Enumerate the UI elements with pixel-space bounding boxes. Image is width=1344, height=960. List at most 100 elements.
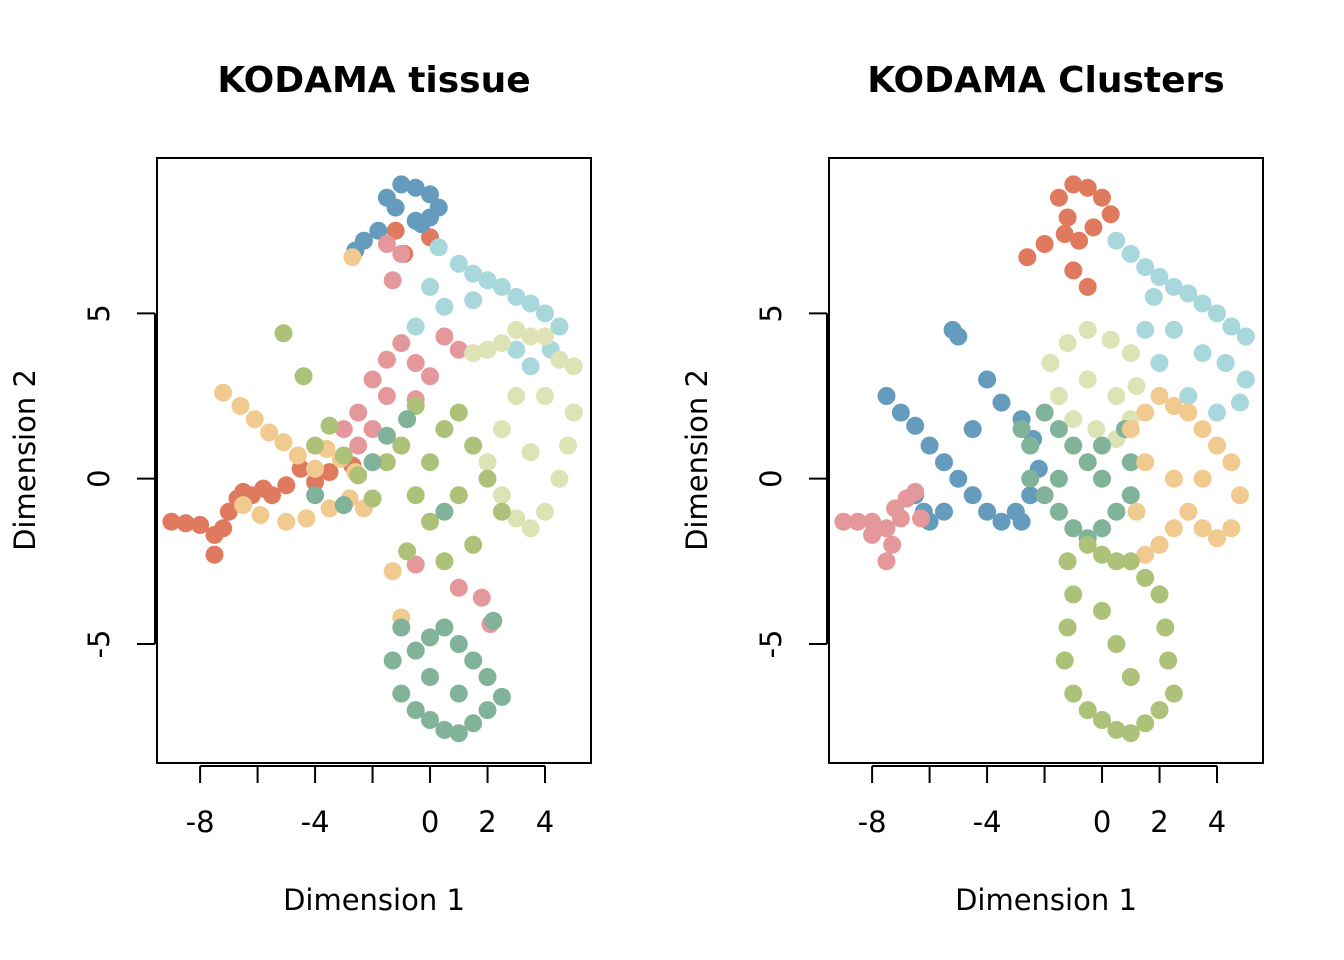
data-point bbox=[1093, 545, 1111, 564]
data-point bbox=[949, 469, 968, 488]
data-point bbox=[1150, 701, 1169, 720]
x-tick-label: 0 bbox=[421, 805, 439, 839]
data-point bbox=[1012, 420, 1031, 439]
data-point bbox=[1078, 178, 1097, 197]
y-tick-label: -5 bbox=[82, 630, 116, 659]
data-point bbox=[306, 436, 325, 455]
data-point bbox=[449, 724, 468, 743]
data-point bbox=[406, 486, 425, 505]
data-point bbox=[306, 473, 325, 491]
data-point bbox=[478, 469, 497, 488]
data-point bbox=[1058, 552, 1077, 571]
data-point bbox=[1222, 519, 1241, 538]
data-point bbox=[1078, 701, 1097, 720]
data-point bbox=[274, 433, 293, 452]
points-layer bbox=[834, 175, 1255, 743]
data-point bbox=[1121, 486, 1140, 505]
data-point bbox=[349, 403, 368, 422]
data-point bbox=[1222, 453, 1241, 472]
x-tick-label: -8 bbox=[858, 805, 887, 839]
data-point bbox=[1018, 248, 1037, 267]
data-point bbox=[1193, 469, 1212, 488]
data-point bbox=[1064, 585, 1083, 604]
data-point bbox=[421, 711, 439, 729]
y-tick-label: 0 bbox=[754, 469, 788, 487]
data-point bbox=[1078, 320, 1097, 339]
data-point bbox=[1064, 175, 1083, 194]
data-point bbox=[877, 519, 896, 538]
data-point bbox=[1179, 403, 1198, 422]
series-tan bbox=[1121, 387, 1249, 564]
data-point bbox=[1136, 568, 1155, 587]
y-tick-label: 5 bbox=[82, 304, 116, 322]
data-point bbox=[1107, 231, 1126, 250]
data-point bbox=[1179, 284, 1198, 303]
data-point bbox=[288, 446, 307, 465]
data-point bbox=[1055, 651, 1074, 670]
data-point bbox=[834, 512, 853, 531]
data-point bbox=[906, 482, 925, 501]
data-point bbox=[1107, 502, 1126, 521]
data-point bbox=[263, 486, 281, 505]
x-axis: -8 -4 0 2 4 bbox=[186, 765, 554, 839]
chart-title: KODAMA tissue bbox=[217, 60, 530, 101]
data-point bbox=[1101, 205, 1120, 224]
x-tick-label: -4 bbox=[973, 805, 1002, 839]
x-tick-label: 4 bbox=[536, 805, 554, 839]
data-point bbox=[435, 420, 454, 439]
data-point bbox=[492, 502, 511, 521]
data-point bbox=[234, 496, 253, 515]
data-point bbox=[231, 397, 250, 415]
data-point bbox=[1121, 552, 1140, 571]
data-point bbox=[464, 535, 483, 554]
data-point bbox=[251, 506, 270, 524]
data-point bbox=[377, 350, 396, 369]
data-point bbox=[343, 248, 362, 267]
series-cyan bbox=[1107, 231, 1255, 422]
data-point bbox=[863, 512, 882, 531]
series-cyan bbox=[406, 238, 569, 376]
data-point bbox=[334, 446, 353, 465]
data-point bbox=[435, 327, 454, 346]
data-point bbox=[1193, 344, 1212, 363]
data-point bbox=[1058, 334, 1077, 353]
data-point bbox=[1231, 393, 1249, 412]
data-point bbox=[891, 403, 910, 422]
data-point bbox=[392, 618, 411, 637]
data-point bbox=[363, 370, 382, 389]
data-point bbox=[406, 354, 425, 372]
data-point bbox=[464, 436, 483, 455]
data-point bbox=[1021, 436, 1040, 455]
data-point bbox=[406, 317, 425, 336]
data-point bbox=[1107, 387, 1126, 405]
data-point bbox=[492, 420, 511, 439]
data-point bbox=[992, 512, 1011, 531]
y-tick-label: 5 bbox=[754, 304, 788, 322]
data-point bbox=[369, 221, 388, 240]
data-point bbox=[421, 367, 439, 386]
data-point bbox=[1087, 420, 1106, 439]
x-tick-label: -8 bbox=[186, 805, 215, 839]
data-point bbox=[449, 403, 468, 422]
data-point bbox=[1121, 244, 1140, 263]
data-point bbox=[1107, 552, 1126, 571]
data-point bbox=[1150, 387, 1169, 405]
data-point bbox=[1064, 410, 1083, 429]
data-point bbox=[536, 502, 554, 521]
series-red bbox=[1018, 175, 1120, 296]
x-axis-label: Dimension 1 bbox=[283, 883, 465, 917]
data-point bbox=[1231, 486, 1249, 505]
data-point bbox=[478, 340, 497, 359]
data-point bbox=[435, 720, 454, 739]
data-point bbox=[978, 502, 997, 521]
data-point bbox=[1101, 330, 1120, 349]
data-point bbox=[320, 416, 339, 435]
series-cream bbox=[1041, 320, 1146, 448]
data-point bbox=[1021, 486, 1040, 505]
x-axis-label: Dimension 1 bbox=[955, 883, 1137, 917]
data-point bbox=[478, 668, 497, 686]
points-layer bbox=[162, 175, 583, 743]
data-point bbox=[1093, 711, 1111, 729]
data-point bbox=[320, 499, 339, 518]
series-olive bbox=[274, 324, 511, 571]
